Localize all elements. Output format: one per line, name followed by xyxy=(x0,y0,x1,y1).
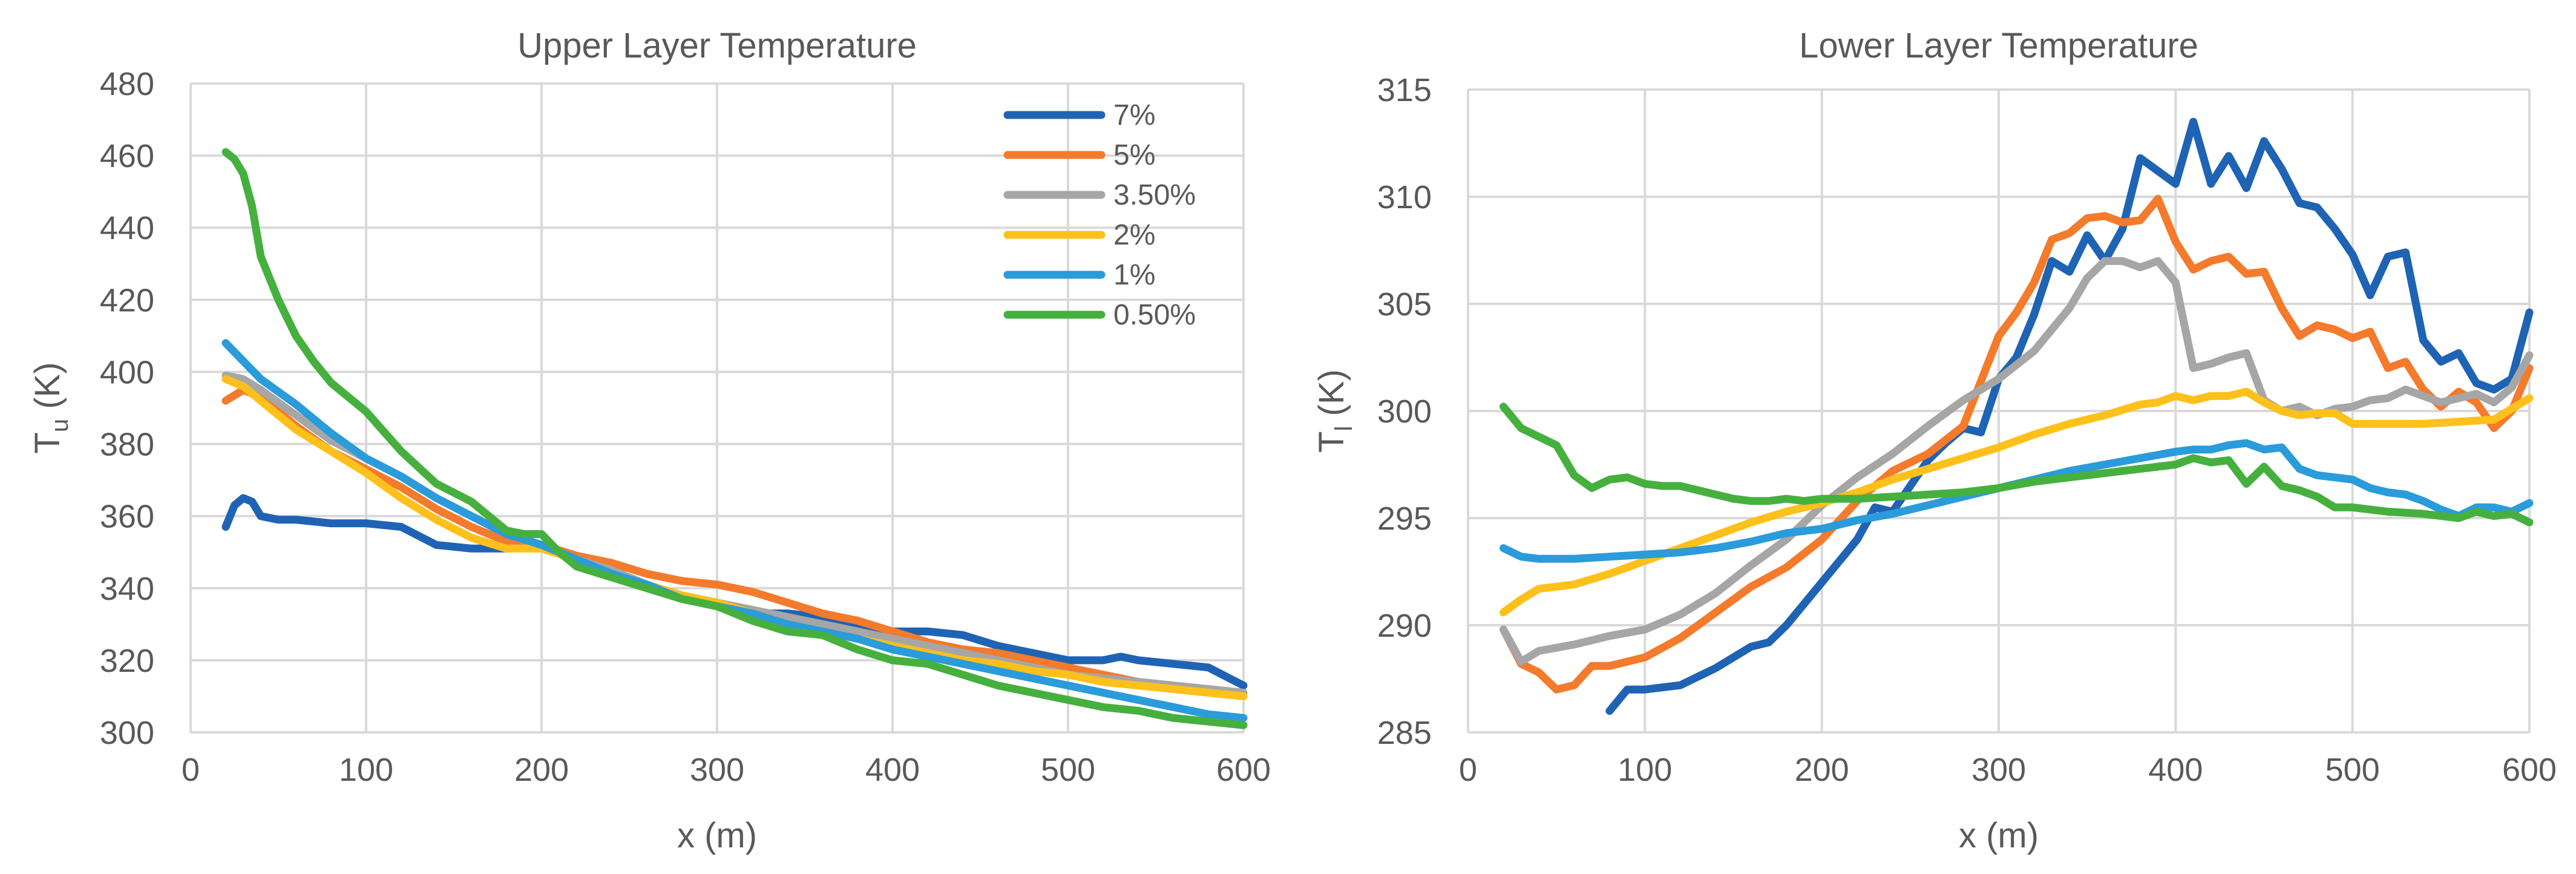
chart-title: Upper Layer Temperature xyxy=(517,26,917,65)
y-axis-label: Tu (K) xyxy=(28,362,73,453)
y-tick-label: 315 xyxy=(1377,72,1432,108)
series-line-050 xyxy=(221,148,1248,729)
x-tick-label: 100 xyxy=(339,752,393,788)
chart-2: 0 100 200 300 400 500 600 285 290 295 300 305 310 315… xyxy=(1312,26,2557,855)
y-axis-label-main: T xyxy=(28,432,67,453)
y-tick-label: 320 xyxy=(100,643,154,679)
x-axis-label: x (m) xyxy=(677,816,757,855)
x-tick-label: 500 xyxy=(1041,752,1095,788)
y-axis-label-subscript: l xyxy=(1331,426,1357,432)
series-line-350 xyxy=(1499,257,2534,666)
x-tick-label: 200 xyxy=(514,752,569,788)
y-tick-label: 340 xyxy=(100,571,154,607)
x-tick-label: 300 xyxy=(690,752,744,788)
y-tick-label: 400 xyxy=(100,354,154,390)
x-tick-label: 200 xyxy=(1795,752,1849,788)
x-tick-label: 300 xyxy=(1971,752,2026,788)
x-tick-label: 100 xyxy=(1617,752,1672,788)
y-tick-label: 290 xyxy=(1377,608,1432,644)
series-line-2 xyxy=(1499,387,2534,617)
y-tick-label: 480 xyxy=(100,66,154,102)
series-line-1 xyxy=(1499,439,2534,563)
legend-label: 0.50% xyxy=(1113,299,1196,331)
legend-label: 3.50% xyxy=(1113,179,1196,211)
legend-label: 2% xyxy=(1113,219,1155,251)
x-tick-label: 400 xyxy=(2148,752,2203,788)
x-tick-label: 400 xyxy=(865,752,920,788)
series-line-5 xyxy=(221,386,1248,697)
y-axis-label: Tl (K) xyxy=(1312,369,1357,453)
y-tick-label: 285 xyxy=(1377,715,1432,751)
y-axis-label-unit: (K) xyxy=(28,362,67,418)
x-tick-label: 0 xyxy=(182,752,200,788)
y-tick-label: 380 xyxy=(100,427,154,463)
y-tick-label: 295 xyxy=(1377,501,1432,537)
y-axis-label-subscript: u xyxy=(47,419,73,432)
y-tick-label: 310 xyxy=(1377,179,1432,215)
y-tick-label: 420 xyxy=(100,282,154,318)
y-tick-label: 440 xyxy=(100,210,154,246)
y-tick-label: 305 xyxy=(1377,286,1432,323)
x-tick-label: 600 xyxy=(2502,752,2557,788)
legend-label: 5% xyxy=(1113,139,1155,171)
x-axis-label: x (m) xyxy=(1959,816,2039,855)
series-line-5 xyxy=(1499,195,2534,694)
y-axis-label-unit: (K) xyxy=(1312,369,1351,426)
x-tick-label: 0 xyxy=(1459,752,1477,788)
chart-1: 0 100 200 300 400 500 600 300 320 340 360 380 400 420… xyxy=(28,26,1271,855)
legend-label: 1% xyxy=(1113,259,1155,291)
chart-title: Lower Layer Temperature xyxy=(1799,26,2198,65)
x-tick-label: 600 xyxy=(1216,752,1271,788)
y-axis-label-main: T xyxy=(1312,431,1351,452)
y-tick-label: 360 xyxy=(100,499,154,535)
y-tick-label: 300 xyxy=(100,715,154,751)
series-line-050 xyxy=(1499,402,2534,527)
y-tick-label: 460 xyxy=(100,138,154,174)
x-tick-label: 500 xyxy=(2325,752,2380,788)
legend-label: 7% xyxy=(1113,99,1155,131)
legend: 7% 5% 3.50% 2% 1% 0.50% xyxy=(1003,99,1196,331)
y-tick-label: 300 xyxy=(1377,393,1432,430)
series-line-7 xyxy=(1605,117,2534,715)
